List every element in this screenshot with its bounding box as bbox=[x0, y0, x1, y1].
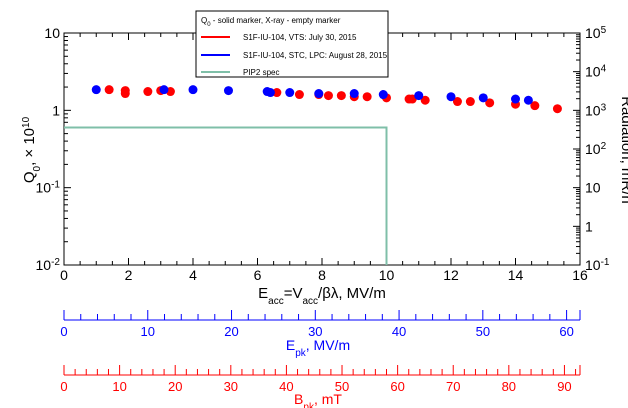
x-tick-label: 4 bbox=[189, 267, 197, 283]
secondary-axis-tick-label: 60 bbox=[390, 379, 404, 394]
secondary-axis-tick-label: 10 bbox=[112, 379, 126, 394]
data-point bbox=[465, 97, 475, 107]
data-point bbox=[511, 94, 520, 104]
secondary-axis-tick-label: 20 bbox=[224, 324, 238, 339]
x-tick-label: 2 bbox=[125, 267, 133, 283]
y-left-tick-label: 1 bbox=[52, 102, 60, 118]
data-point bbox=[378, 90, 388, 100]
secondary-axis-tick-label: 90 bbox=[557, 379, 571, 394]
x-axis-label: Eacc=Vacc/βλ, MV/m bbox=[258, 285, 386, 307]
data-point bbox=[223, 86, 233, 96]
data-point bbox=[478, 93, 488, 103]
secondary-axis-tick-label: 60 bbox=[559, 324, 573, 339]
pip2-spec-line bbox=[64, 126, 388, 265]
secondary-axis-tick-label: 30 bbox=[308, 324, 322, 339]
x-tick-label: 14 bbox=[508, 267, 524, 283]
x-tick-label: 16 bbox=[572, 267, 588, 283]
y-left-tick-label: 10 bbox=[44, 25, 60, 41]
y-axis-right-label: Radiation, mR/h bbox=[618, 96, 628, 204]
data-point bbox=[188, 85, 198, 95]
data-point bbox=[294, 90, 304, 100]
y-right-tick-label: 105 bbox=[585, 25, 607, 42]
secondary-axes: 0 10 20 30 40 50 60 0 10 20 30 40 50 60 70 80 90 bbox=[60, 310, 581, 394]
secondary-axis-tick-label: 40 bbox=[279, 379, 293, 394]
data-point bbox=[336, 91, 346, 101]
data-point bbox=[530, 101, 540, 111]
data-point bbox=[420, 95, 430, 105]
chart-marks bbox=[64, 85, 562, 265]
y-right-tick-label: 10 bbox=[585, 180, 601, 196]
legend: Q0 - solid marker, X-ray - empty marker … bbox=[195, 10, 389, 78]
data-point bbox=[272, 88, 282, 98]
legend-label-pip2: PIP2 spec bbox=[243, 68, 279, 77]
y-right-tick-label: 10-1 bbox=[585, 257, 610, 274]
epk-axis-label: Epk, MV/m bbox=[286, 337, 350, 359]
y-right-tick-label: 103 bbox=[585, 102, 607, 119]
data-point bbox=[414, 91, 424, 101]
data-point bbox=[362, 92, 372, 102]
x-tick-label: 6 bbox=[254, 267, 262, 283]
data-point bbox=[143, 87, 153, 97]
data-point bbox=[120, 89, 130, 99]
y-right-tick-label: 102 bbox=[585, 141, 607, 158]
secondary-axis-tick-label: 0 bbox=[60, 379, 67, 394]
legend-header: Q0 - solid marker, X-ray - empty marker bbox=[201, 16, 341, 28]
secondary-axis-tick-label: 50 bbox=[335, 379, 349, 394]
y-left-tick-label: 10-2 bbox=[36, 257, 61, 274]
secondary-axis-tick-label: 10 bbox=[141, 324, 155, 339]
data-point bbox=[285, 88, 295, 98]
secondary-axis-tick-label: 0 bbox=[60, 324, 67, 339]
x-tick-label: 8 bbox=[318, 267, 326, 283]
y-axis-left-label: Q0, × 1010 bbox=[21, 116, 43, 183]
y-right-tick-label: 104 bbox=[585, 63, 607, 80]
bpk-axis-label: Bpk, mT bbox=[294, 391, 342, 408]
x-tick-label: 0 bbox=[60, 267, 68, 283]
secondary-axis-tick-label: 50 bbox=[476, 324, 490, 339]
data-point bbox=[552, 104, 562, 114]
data-point bbox=[446, 92, 456, 102]
legend-box bbox=[195, 10, 389, 78]
x-tick-label: 12 bbox=[443, 267, 459, 283]
secondary-axis-tick-label: 30 bbox=[224, 379, 238, 394]
data-point bbox=[159, 85, 169, 95]
data-point bbox=[523, 95, 533, 105]
axis-tick-labels: 0 2 4 6 8 10 12 14 16 10-2 10-1 1 10 10-1 1 10 102 103 104… bbox=[36, 25, 610, 284]
y-left-tick-label: 10-1 bbox=[36, 179, 61, 196]
secondary-axis-tick-label: 80 bbox=[502, 379, 516, 394]
data-point bbox=[485, 98, 495, 108]
secondary-axis-tick-label: 70 bbox=[446, 379, 460, 394]
data-point bbox=[91, 85, 101, 95]
x-tick-label: 10 bbox=[379, 267, 395, 283]
data-point bbox=[265, 88, 275, 98]
y-right-tick-label: 1 bbox=[585, 218, 593, 234]
data-point bbox=[104, 85, 114, 95]
data-point bbox=[452, 97, 462, 107]
legend-label-stc: S1F-IU-104, STC, LPC: August 28, 2015 bbox=[243, 51, 388, 60]
data-point bbox=[314, 89, 324, 99]
secondary-axis-tick-label: 20 bbox=[168, 379, 182, 394]
legend-label-vts: S1F-IU-104, VTS: July 30, 2015 bbox=[243, 33, 357, 42]
data-point bbox=[349, 89, 359, 99]
data-point bbox=[323, 91, 333, 101]
secondary-axis-tick-label: 40 bbox=[392, 324, 406, 339]
